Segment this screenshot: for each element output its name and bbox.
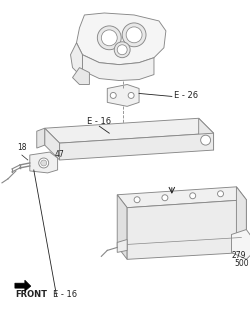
Polygon shape [45,128,60,160]
Polygon shape [73,68,89,84]
Text: 18: 18 [17,143,26,152]
Ellipse shape [169,121,179,126]
Circle shape [41,160,47,166]
Ellipse shape [99,144,109,149]
Polygon shape [37,128,45,148]
Ellipse shape [175,216,191,237]
Circle shape [114,42,130,58]
Circle shape [126,27,142,43]
Text: FRONT: FRONT [15,290,47,299]
Ellipse shape [65,147,75,152]
Circle shape [201,135,211,145]
Polygon shape [117,187,246,208]
Polygon shape [45,118,214,143]
Circle shape [134,197,140,203]
Polygon shape [127,200,246,259]
Ellipse shape [167,199,185,209]
Polygon shape [117,239,127,252]
Ellipse shape [65,129,75,134]
Polygon shape [15,280,31,291]
Text: 500: 500 [234,259,249,268]
Circle shape [162,195,168,201]
Ellipse shape [145,200,163,210]
Ellipse shape [134,223,144,236]
Text: E - 16: E - 16 [87,117,112,126]
Circle shape [110,92,116,99]
Circle shape [101,30,117,46]
Ellipse shape [131,219,147,240]
Text: 47: 47 [55,150,64,159]
Circle shape [190,193,196,199]
Ellipse shape [169,139,179,144]
Circle shape [128,92,134,99]
Circle shape [217,191,224,197]
Polygon shape [77,13,166,65]
Ellipse shape [153,217,169,239]
Polygon shape [71,43,82,77]
Polygon shape [199,118,214,150]
Ellipse shape [134,141,144,147]
Ellipse shape [218,213,234,235]
Polygon shape [107,84,139,106]
Ellipse shape [99,126,109,131]
Text: E - 26: E - 26 [174,92,198,100]
Circle shape [122,23,146,47]
Ellipse shape [123,202,141,212]
Ellipse shape [189,197,207,207]
Polygon shape [117,195,127,259]
Text: E - 16: E - 16 [53,290,77,299]
Polygon shape [60,133,214,160]
Ellipse shape [156,221,166,235]
Circle shape [117,45,127,55]
Circle shape [39,158,49,168]
Ellipse shape [178,220,188,234]
Ellipse shape [197,214,213,236]
Polygon shape [82,55,154,81]
Ellipse shape [211,196,229,206]
Polygon shape [30,152,58,173]
Ellipse shape [222,217,231,230]
Ellipse shape [200,218,210,232]
Circle shape [97,26,121,50]
Polygon shape [236,187,246,252]
Polygon shape [231,229,251,259]
Ellipse shape [134,124,144,129]
Text: 279: 279 [231,251,246,260]
